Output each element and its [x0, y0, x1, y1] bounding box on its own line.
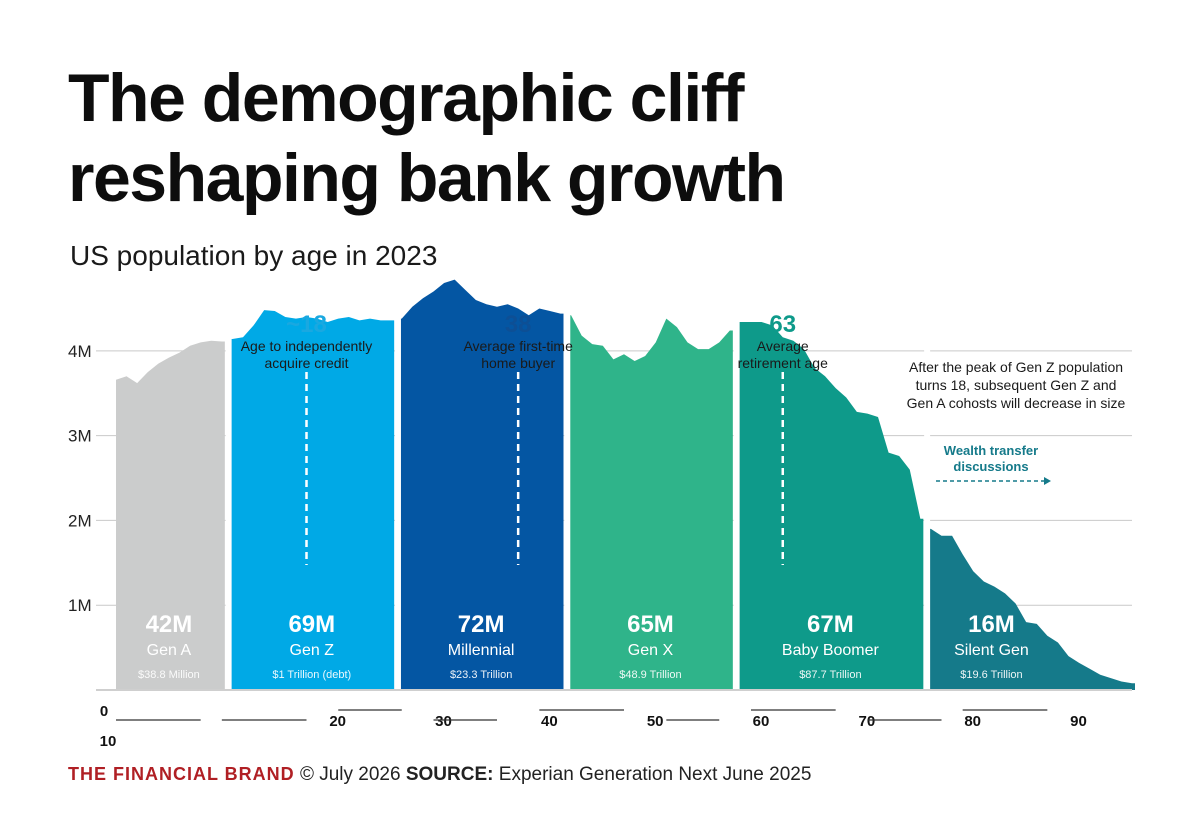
segment-total: 69M [288, 611, 335, 638]
marker-value: ~18 [286, 311, 327, 338]
segment-name: Silent Gen [954, 642, 1029, 659]
wealth-transfer-text: Wealth transfer [944, 443, 1038, 458]
annotation-text: After the peak of Gen Z population [909, 359, 1123, 375]
x-tick-label: 0 [100, 703, 108, 720]
area-segment-gen-x [568, 315, 733, 690]
chart-subtitle: US population by age in 2023 [70, 240, 438, 271]
brand-logo-text: THE FINANCIAL BRAND [68, 764, 295, 784]
wealth-transfer-text: discussions [953, 459, 1028, 474]
marker-text: retirement age [738, 355, 828, 371]
area-segment-millennial [398, 279, 564, 690]
x-tick-label: 90 [1070, 713, 1087, 730]
segment-total: 67M [807, 611, 854, 638]
page-title: The demographic cliff reshaping bank gro… [68, 58, 786, 218]
marker-value: 63 [769, 311, 796, 338]
footer: THE FINANCIAL BRAND © July 2026 SOURCE: … [68, 764, 811, 786]
y-tick-label: 4M [68, 342, 92, 361]
segment-name: Gen X [628, 642, 674, 659]
area-segment-silent-gen [927, 528, 1135, 690]
marker-text: Age to independently [241, 338, 373, 354]
x-tick-label: 40 [541, 713, 558, 730]
y-tick-label: 2M [68, 511, 92, 530]
x-tick-label: 80 [964, 713, 981, 730]
x-tick-label: 20 [329, 713, 346, 730]
marker-text: acquire credit [264, 355, 348, 371]
segment-total: 65M [627, 611, 674, 638]
footer-date: © July 2026 [299, 764, 401, 785]
arrow-head-icon [1044, 477, 1051, 485]
source-label: SOURCE: [405, 764, 494, 785]
segment-wealth: $1 Trillion (debt) [272, 669, 351, 681]
x-tick-label: 50 [647, 713, 664, 730]
y-tick-label: 3M [68, 427, 92, 446]
segment-wealth: $87.7 Trillion [799, 669, 861, 681]
segment-name: Millennial [448, 642, 515, 659]
marker-text: Average [757, 338, 809, 354]
title-line-2: reshaping bank growth [68, 140, 786, 216]
x-tick-label: 70 [858, 713, 875, 730]
y-tick-label: 1M [68, 596, 92, 615]
area-segment-gen-a [116, 340, 225, 690]
x-tick-label: 60 [753, 713, 770, 730]
segment-total: 72M [458, 611, 505, 638]
annotation-text: turns 18, subsequent Gen Z and [916, 377, 1117, 393]
segment-name: Baby Boomer [782, 642, 880, 659]
x-tick-label: 30 [435, 713, 452, 730]
segment-wealth: $23.3 Trillion [450, 669, 512, 681]
marker-value: 38 [505, 311, 532, 338]
segment-total: 16M [968, 611, 1015, 638]
segment-wealth: $19.6 Trillion [960, 669, 1022, 681]
segment-name: Gen A [147, 642, 192, 659]
area-segment-gen-z [229, 310, 395, 690]
segment-total: 42M [146, 611, 193, 638]
segment-name: Gen Z [290, 642, 335, 659]
segment-wealth: $38.8 Million [138, 669, 200, 681]
segment-wealth: $48.9 Trillion [619, 669, 681, 681]
annotation-text: Gen A cohosts will decrease in size [907, 395, 1126, 411]
marker-text: Average first-time [463, 338, 573, 354]
source-text: Experian Generation Next June 2025 [498, 764, 812, 785]
marker-text: home buyer [481, 355, 555, 371]
title-line-1: The demographic cliff [68, 60, 745, 136]
x-tick-label: 10 [100, 733, 117, 750]
